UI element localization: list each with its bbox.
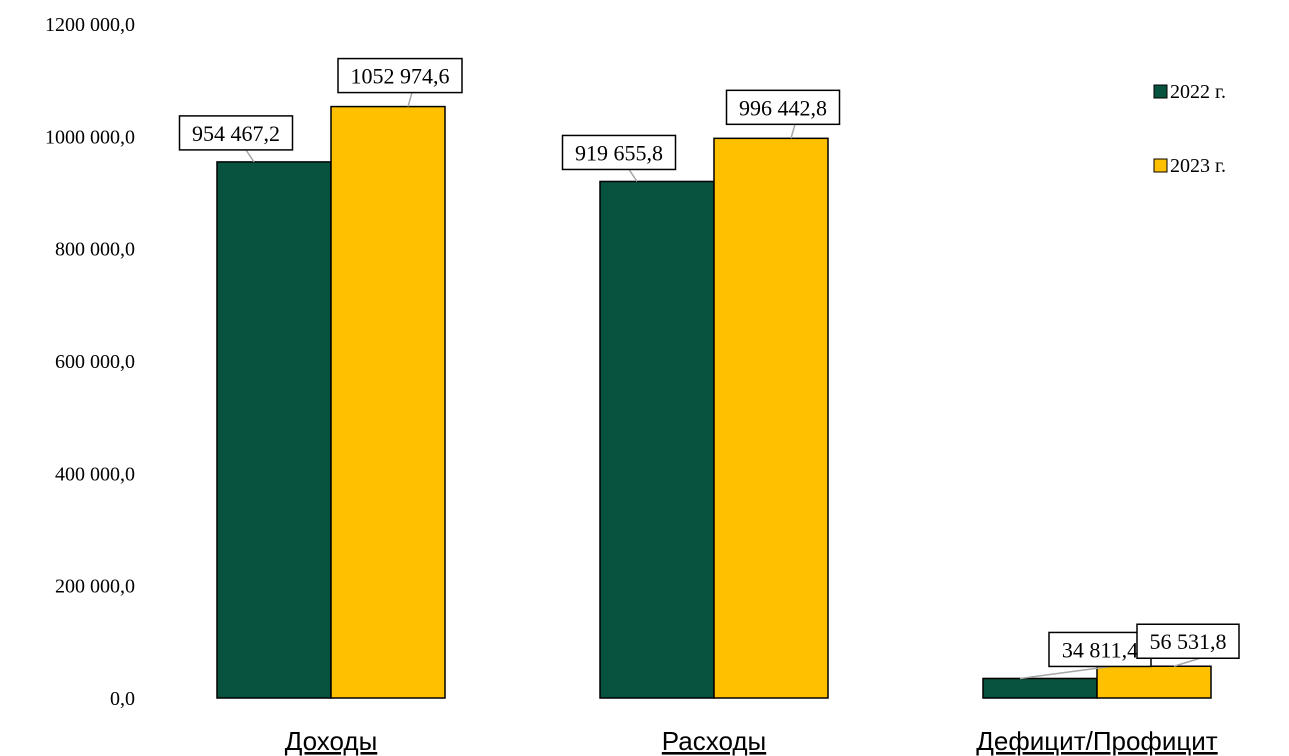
- legend: 2022 г. 2023 г.: [1153, 81, 1226, 177]
- bar-2022-0: [216, 161, 332, 699]
- bar-2023-1: [713, 137, 829, 699]
- data-label: 919 655,8: [575, 140, 663, 165]
- data-label: 56 531,8: [1150, 629, 1227, 654]
- category-label: Доходы: [285, 726, 378, 756]
- y-tick-label: 1200 000,0: [45, 14, 135, 36]
- bars: [216, 105, 1212, 699]
- data-label-box: [178, 115, 294, 151]
- data-label-leader: [628, 169, 638, 182]
- data-label-box: [1048, 631, 1152, 668]
- y-axis: 0,0 200 000,0 400 000,0 600 000,0 800 000,0 1…: [45, 14, 135, 710]
- y-tick-label: 200 000,0: [55, 576, 135, 598]
- data-label-leader: [1019, 665, 1111, 680]
- legend-label: 2022 г.: [1170, 81, 1226, 103]
- data-label-box: [561, 134, 677, 171]
- y-tick-label: 0,0: [110, 688, 135, 710]
- data-label-leader: [1173, 657, 1201, 667]
- category-label: Дефицит/Профицит: [976, 726, 1217, 756]
- data-label: 954 467,2: [192, 121, 280, 146]
- data-labels: 954 467,2 919 655,8 34 811,4 1052 974,6 996 …: [178, 57, 1240, 680]
- data-label-box: [725, 89, 841, 126]
- bar-2023-2: [1096, 665, 1212, 699]
- bar-2022-2: [982, 677, 1098, 699]
- data-label-leader: [245, 149, 255, 163]
- data-label-box: [337, 57, 463, 94]
- legend-swatch: [1153, 158, 1168, 173]
- bar-2023-0: [330, 105, 446, 699]
- data-label-box: [1136, 623, 1240, 659]
- data-label: 996 442,8: [739, 95, 827, 120]
- data-label: 34 811,4: [1062, 637, 1138, 662]
- legend-swatch: [1153, 84, 1168, 99]
- data-label-leader: [407, 92, 413, 107]
- data-label-leader: [790, 124, 796, 139]
- data-label: 1052 974,6: [351, 64, 450, 89]
- y-tick-label: 600 000,0: [55, 351, 135, 373]
- bar-2022-1: [599, 180, 715, 699]
- legend-label: 2023 г.: [1170, 155, 1226, 177]
- category-label: Расходы: [662, 726, 766, 756]
- y-tick-label: 1000 000,0: [45, 126, 135, 148]
- category-axis: Доходы Расходы Дефицит/Профицит: [285, 726, 1218, 756]
- y-tick-label: 400 000,0: [55, 463, 135, 485]
- y-tick-label: 800 000,0: [55, 239, 135, 261]
